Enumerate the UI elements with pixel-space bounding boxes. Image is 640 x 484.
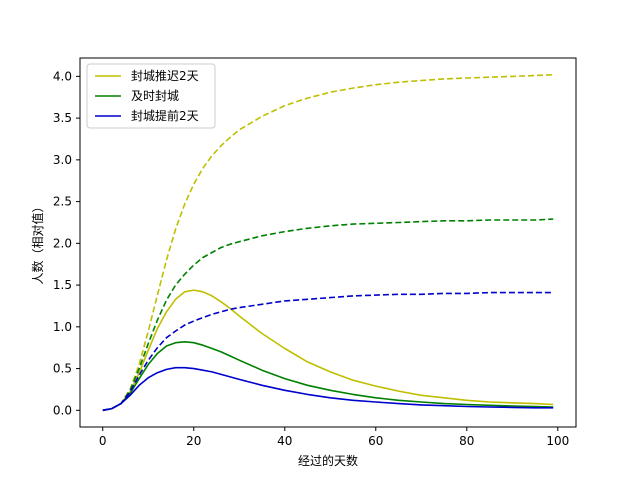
y-tick-label: 4.0 [53,69,72,83]
series-line-0-solid [102,289,554,412]
x-tick-label: 80 [459,434,474,448]
y-tick-label: 1.5 [53,278,72,292]
series-line-2-solid [102,341,554,412]
x-tick-label: 20 [186,434,201,448]
series-line-3-dashed [102,218,554,412]
y-tick-label: 3.5 [53,111,72,125]
x-tick-label: 100 [546,434,569,448]
y-tick-label: 2.5 [53,195,72,209]
series-line-5-dashed [102,291,554,412]
legend-label: 封城推迟2天 [131,69,199,83]
legend-box [86,63,216,129]
plot-lines [102,73,554,412]
y-axis-label: 人数（相对值） [30,200,45,284]
y-axis-ticks: 0.0 0.5 1.0 1.5 2.0 2.5 3.0 3.5 4.0 [53,69,80,417]
y-tick-label: 2.0 [53,236,72,250]
x-tick-label: 60 [368,434,383,448]
series-line-1-dashed [102,73,554,412]
x-axis-label: 经过的天数 [298,453,358,468]
y-tick-label: 0.0 [53,403,72,417]
series-line-4-solid [102,366,554,412]
x-tick-label: 0 [99,434,107,448]
y-tick-label: 0.5 [53,362,72,376]
legend-label: 及时封城 [131,89,179,103]
x-axis-ticks: 0 20 40 60 80 100 [99,427,569,448]
x-tick-label: 40 [277,434,292,448]
plot-frame [79,57,577,428]
legend-label: 封城提前2天 [131,108,199,123]
y-tick-label: 1.0 [53,320,72,334]
y-tick-label: 3.0 [53,153,72,167]
